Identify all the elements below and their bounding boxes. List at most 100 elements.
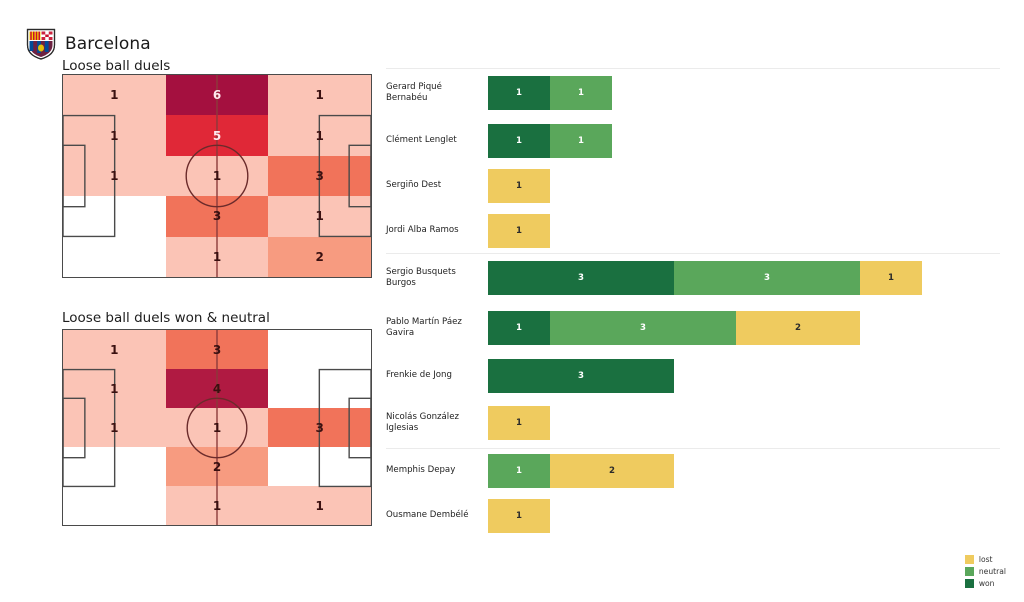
bar-track: 1: [488, 406, 986, 440]
bar-row[interactable]: Sergio Busquets Burgos 3 3 1: [386, 253, 1000, 303]
bar-row-player-name: Sergiño Dest: [386, 180, 442, 191]
bar-track: 3: [488, 358, 986, 393]
bar-segment-neutral[interactable]: 1: [550, 123, 612, 158]
barcelona-crest-icon: [26, 28, 56, 60]
heatmap-cell: 2: [165, 447, 269, 486]
bar-segment-lost[interactable]: 1: [488, 213, 550, 248]
bar-segment-neutral[interactable]: 3: [674, 261, 860, 295]
heatmap-cell-value: 4: [212, 381, 222, 396]
heatmap-cell-value: 3: [315, 420, 324, 435]
bar-segment-lost[interactable]: 2: [736, 311, 860, 345]
heatmap-cell-value: 1: [315, 498, 324, 513]
heatmap-cell-value: 3: [212, 342, 222, 357]
bar-row[interactable]: Sergiño Dest 1: [386, 163, 986, 208]
bar-row[interactable]: Ousmane Dembélé 1: [386, 493, 986, 538]
heatmap-cell: [268, 330, 371, 369]
legend-label: won: [978, 579, 995, 588]
heatmap-cell: 1: [63, 408, 166, 447]
bar-row-player-name: Memphis Depay: [386, 465, 456, 476]
heatmap-cell: [63, 486, 166, 525]
heatmap-cell: 1: [268, 486, 371, 525]
bar-row[interactable]: Pablo Martín Páez Gavira 1 3 2: [386, 303, 986, 353]
heatmap-cell-value: 3: [212, 209, 222, 224]
heatmap-cell: 1: [63, 330, 166, 369]
heatmap-cell: 1: [63, 115, 166, 156]
bar-track: 1: [488, 213, 986, 248]
bar-row[interactable]: Jordi Alba Ramos 1: [386, 208, 986, 253]
bar-segment-neutral[interactable]: 3: [550, 311, 736, 345]
legend-swatch-lost: [964, 555, 974, 564]
bar-stack: 3: [488, 358, 674, 393]
bar-segment-lost[interactable]: 2: [550, 453, 674, 488]
bar-row-player-name: Gerard Piqué Bernabéu: [386, 82, 442, 103]
bar-segment-won[interactable]: 3: [488, 261, 674, 295]
heatmap-cell: 6: [165, 75, 269, 116]
heatmap-cell: [268, 369, 371, 408]
heatmap-cell-value: 3: [315, 168, 324, 183]
bar-row[interactable]: Gerard Piqué Bernabéu 1 1: [386, 68, 1000, 118]
bar-segment-won[interactable]: 1: [488, 123, 550, 158]
heatmap-cell: 1: [268, 115, 371, 156]
heatmap-cell-value: 1: [212, 168, 222, 183]
bar-segment-neutral[interactable]: 1: [488, 453, 550, 488]
heatmap-cell: 1: [165, 486, 269, 525]
bar-stack: 1: [488, 498, 550, 533]
heatmap-cell: 1: [165, 236, 269, 277]
bar-row-player-name: Pablo Martín Páez Gavira: [386, 317, 462, 338]
bar-segment-lost[interactable]: 1: [488, 168, 550, 203]
heatmap-cell: 1: [268, 196, 371, 237]
legend-item[interactable]: won: [964, 579, 1006, 588]
heatmap-cell: 4: [165, 369, 269, 408]
heatmap-cell: 1: [165, 408, 269, 447]
bar-segment-neutral[interactable]: 1: [550, 76, 612, 110]
bar-segment-won[interactable]: 1: [488, 311, 550, 345]
heatmap-cell: 1: [165, 155, 269, 197]
bar-stack: 1: [488, 213, 550, 248]
bar-segment-won[interactable]: 3: [488, 358, 674, 393]
bar-row[interactable]: Memphis Depay 1 2: [386, 448, 1000, 493]
bar-row-player-name: Frenkie de Jong: [386, 370, 452, 381]
bar-segment-lost[interactable]: 1: [860, 261, 922, 295]
heatmap-grid: 1 3 1 4 1 1 3 2 1 1: [63, 330, 371, 525]
legend-label: neutral: [978, 567, 1006, 576]
bar-row-player-name: Nicolás González Iglesias: [386, 412, 459, 433]
heatmap-cell: [63, 196, 166, 237]
heatmap-cell: 3: [165, 330, 269, 369]
bar-segment-lost[interactable]: 1: [488, 498, 550, 533]
bar-stack: 1: [488, 168, 550, 203]
heatmap-cell-value: 5: [212, 128, 222, 143]
bar-segment-lost[interactable]: 1: [488, 406, 550, 440]
legend-item[interactable]: lost: [964, 555, 1006, 564]
bar-row[interactable]: Frenkie de Jong 3: [386, 353, 986, 398]
heatmap-cell: [63, 236, 166, 277]
group-separator: [386, 253, 1000, 254]
heatmap-cell-value: 1: [315, 128, 324, 143]
heatmap-cell: 3: [268, 155, 371, 197]
bar-row[interactable]: Clément Lenglet 1 1: [386, 118, 986, 163]
bar-track: 1: [488, 168, 986, 203]
group-separator: [386, 68, 1000, 69]
bar-segment-won[interactable]: 1: [488, 76, 550, 110]
bar-row[interactable]: Nicolás González Iglesias 1: [386, 398, 986, 448]
team-header: Barcelona: [26, 28, 151, 60]
heatmap-cell: 1: [63, 369, 166, 408]
heatmap-cell: 3: [165, 196, 269, 237]
legend-item[interactable]: neutral: [964, 567, 1006, 576]
heatmap-cell-value: 1: [315, 88, 324, 103]
legend-label: lost: [978, 555, 993, 564]
heatmap-cell-value: 6: [212, 88, 222, 103]
heatmap-cell-value: 2: [212, 459, 222, 474]
group-separator: [386, 448, 1000, 449]
heatmap-cell-value: 1: [315, 209, 324, 224]
heatmap-cell: 5: [165, 115, 269, 156]
legend-swatch-won: [964, 579, 974, 588]
heatmap-cell-value: 1: [110, 381, 119, 396]
